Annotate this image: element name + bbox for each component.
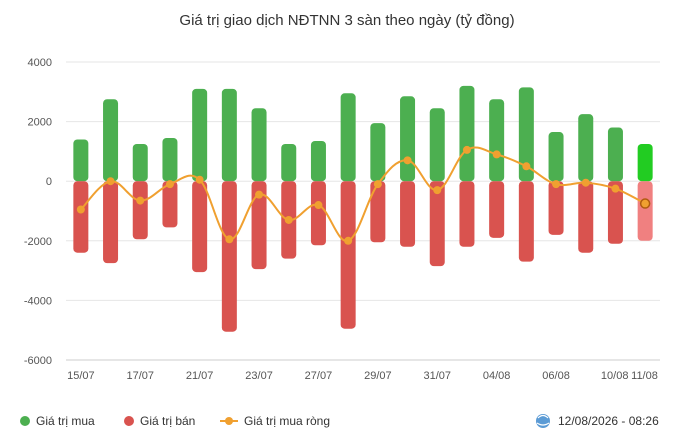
sell-bar	[221, 181, 237, 332]
x-axis-ticks: 15/07 17/07 21/07 23/07 27/07 29/07 31/07 04/08…	[67, 370, 658, 382]
bars-group	[73, 85, 653, 332]
buy-bar	[489, 99, 505, 182]
net-point	[552, 180, 561, 189]
sell-bar	[73, 181, 89, 253]
net-point	[225, 235, 234, 244]
buy-bar	[310, 140, 326, 182]
net-point	[522, 162, 531, 171]
buy-bar	[370, 123, 386, 182]
sell-bar	[340, 181, 356, 329]
globe-icon-lines	[536, 414, 550, 426]
x-tick-label: 21/07	[186, 370, 214, 382]
net-point	[373, 180, 382, 189]
legend-dot	[20, 416, 30, 426]
net-point	[106, 177, 115, 186]
x-tick-label: 23/07	[245, 370, 273, 382]
buy-bar	[459, 85, 475, 182]
sell-bar	[310, 181, 326, 246]
sell-bar	[637, 181, 653, 241]
y-axis-ticks: 4000 2000 0 -2000 -4000 -6000	[24, 57, 52, 367]
net-point	[344, 236, 353, 245]
grid-lines	[66, 61, 660, 361]
buy-bar	[578, 114, 594, 182]
x-tick-label: 11/08	[631, 370, 658, 382]
sell-bar	[370, 181, 386, 243]
net-point	[284, 215, 293, 224]
x-tick-label: 04/08	[483, 370, 511, 382]
x-tick-label: 31/07	[423, 370, 451, 382]
buy-bar	[251, 108, 267, 182]
y-tick-label: 4000	[28, 57, 52, 69]
sell-bar	[132, 181, 148, 240]
sell-bar	[162, 181, 178, 228]
sell-bar	[607, 181, 623, 244]
legend-dot	[124, 416, 134, 426]
x-tick-label: 15/07	[67, 370, 95, 382]
net-point	[611, 184, 620, 193]
y-tick-label: -4000	[24, 295, 52, 307]
sell-bar	[518, 181, 534, 262]
buy-bar	[221, 88, 237, 182]
y-tick-label: 2000	[28, 117, 52, 129]
x-tick-label: 27/07	[305, 370, 333, 382]
buy-bar	[429, 108, 445, 182]
y-tick-label: -6000	[24, 355, 52, 367]
buy-bar	[162, 137, 178, 182]
y-tick-label: 0	[46, 176, 52, 188]
net-point	[255, 190, 264, 199]
sell-bar	[400, 181, 416, 247]
net-point	[403, 156, 412, 165]
chart-title: Giá trị giao dịch NĐTNN 3 sàn theo ngày …	[179, 12, 514, 29]
sell-bar	[103, 181, 119, 264]
net-point	[433, 186, 442, 195]
net-line	[80, 146, 646, 242]
net-point	[165, 180, 174, 189]
x-tick-label: 10/08	[601, 370, 629, 382]
buy-bar	[281, 143, 297, 182]
sell-bar	[548, 181, 564, 235]
buy-bar	[518, 87, 534, 182]
buy-bar	[548, 132, 564, 182]
legend-label: Giá trị mua ròng	[244, 414, 330, 428]
buy-bar	[400, 96, 416, 182]
buy-bar	[73, 139, 89, 182]
buy-bar	[637, 143, 653, 182]
sell-bar	[489, 181, 505, 238]
net-point	[195, 175, 204, 184]
x-tick-label: 06/08	[542, 370, 570, 382]
timestamp-text: 12/08/2026 - 08:26	[558, 414, 659, 428]
timestamp-group: 12/08/2026 - 08:26	[536, 414, 659, 428]
sell-bar	[429, 181, 445, 267]
legend-label: Giá trị bán	[140, 414, 195, 428]
buy-bar	[607, 127, 623, 182]
legend: Giá trị mua Giá trị bán Giá trị mua ròng	[20, 414, 330, 428]
net-point-highlight	[639, 198, 651, 209]
net-point	[76, 205, 85, 214]
sell-bar	[251, 181, 267, 270]
net-line-group	[76, 145, 651, 245]
net-point	[314, 201, 323, 210]
buy-bar	[132, 143, 148, 182]
sell-bar	[578, 181, 594, 253]
buy-bar	[103, 99, 119, 182]
buy-bar	[340, 93, 356, 182]
legend-marker	[225, 417, 233, 425]
x-tick-label: 17/07	[126, 370, 154, 382]
legend-label: Giá trị mua	[36, 414, 95, 428]
net-point	[492, 150, 501, 159]
sell-bar	[192, 181, 208, 273]
x-tick-label: 29/07	[364, 370, 392, 382]
sell-bar	[459, 181, 475, 247]
net-point	[462, 145, 471, 154]
net-point	[136, 196, 145, 205]
buy-bar	[192, 88, 208, 182]
y-tick-label: -2000	[24, 236, 52, 248]
net-point	[581, 178, 590, 187]
